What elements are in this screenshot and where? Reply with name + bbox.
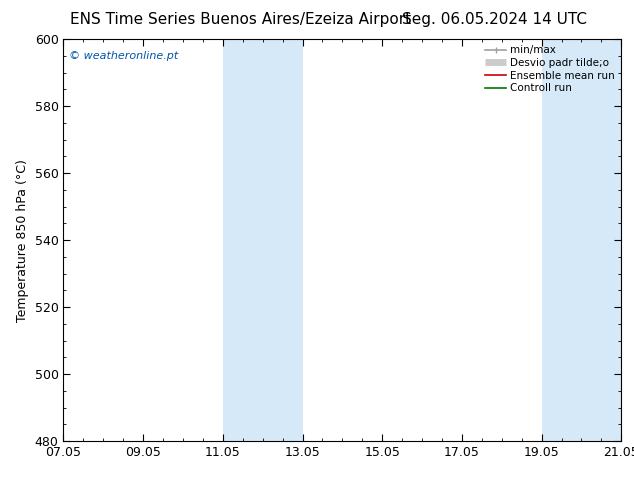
Text: Seg. 06.05.2024 14 UTC: Seg. 06.05.2024 14 UTC: [402, 12, 587, 27]
Text: ENS Time Series Buenos Aires/Ezeiza Airport: ENS Time Series Buenos Aires/Ezeiza Airp…: [70, 12, 411, 27]
Bar: [541, 39, 621, 441]
Y-axis label: Temperature 850 hPa (°C): Temperature 850 hPa (°C): [16, 159, 29, 321]
Legend: min/max, Desvio padr tilde;o, Ensemble mean run, Controll run: min/max, Desvio padr tilde;o, Ensemble m…: [481, 41, 619, 98]
Bar: [223, 39, 302, 441]
Text: © weatheronline.pt: © weatheronline.pt: [69, 51, 178, 61]
